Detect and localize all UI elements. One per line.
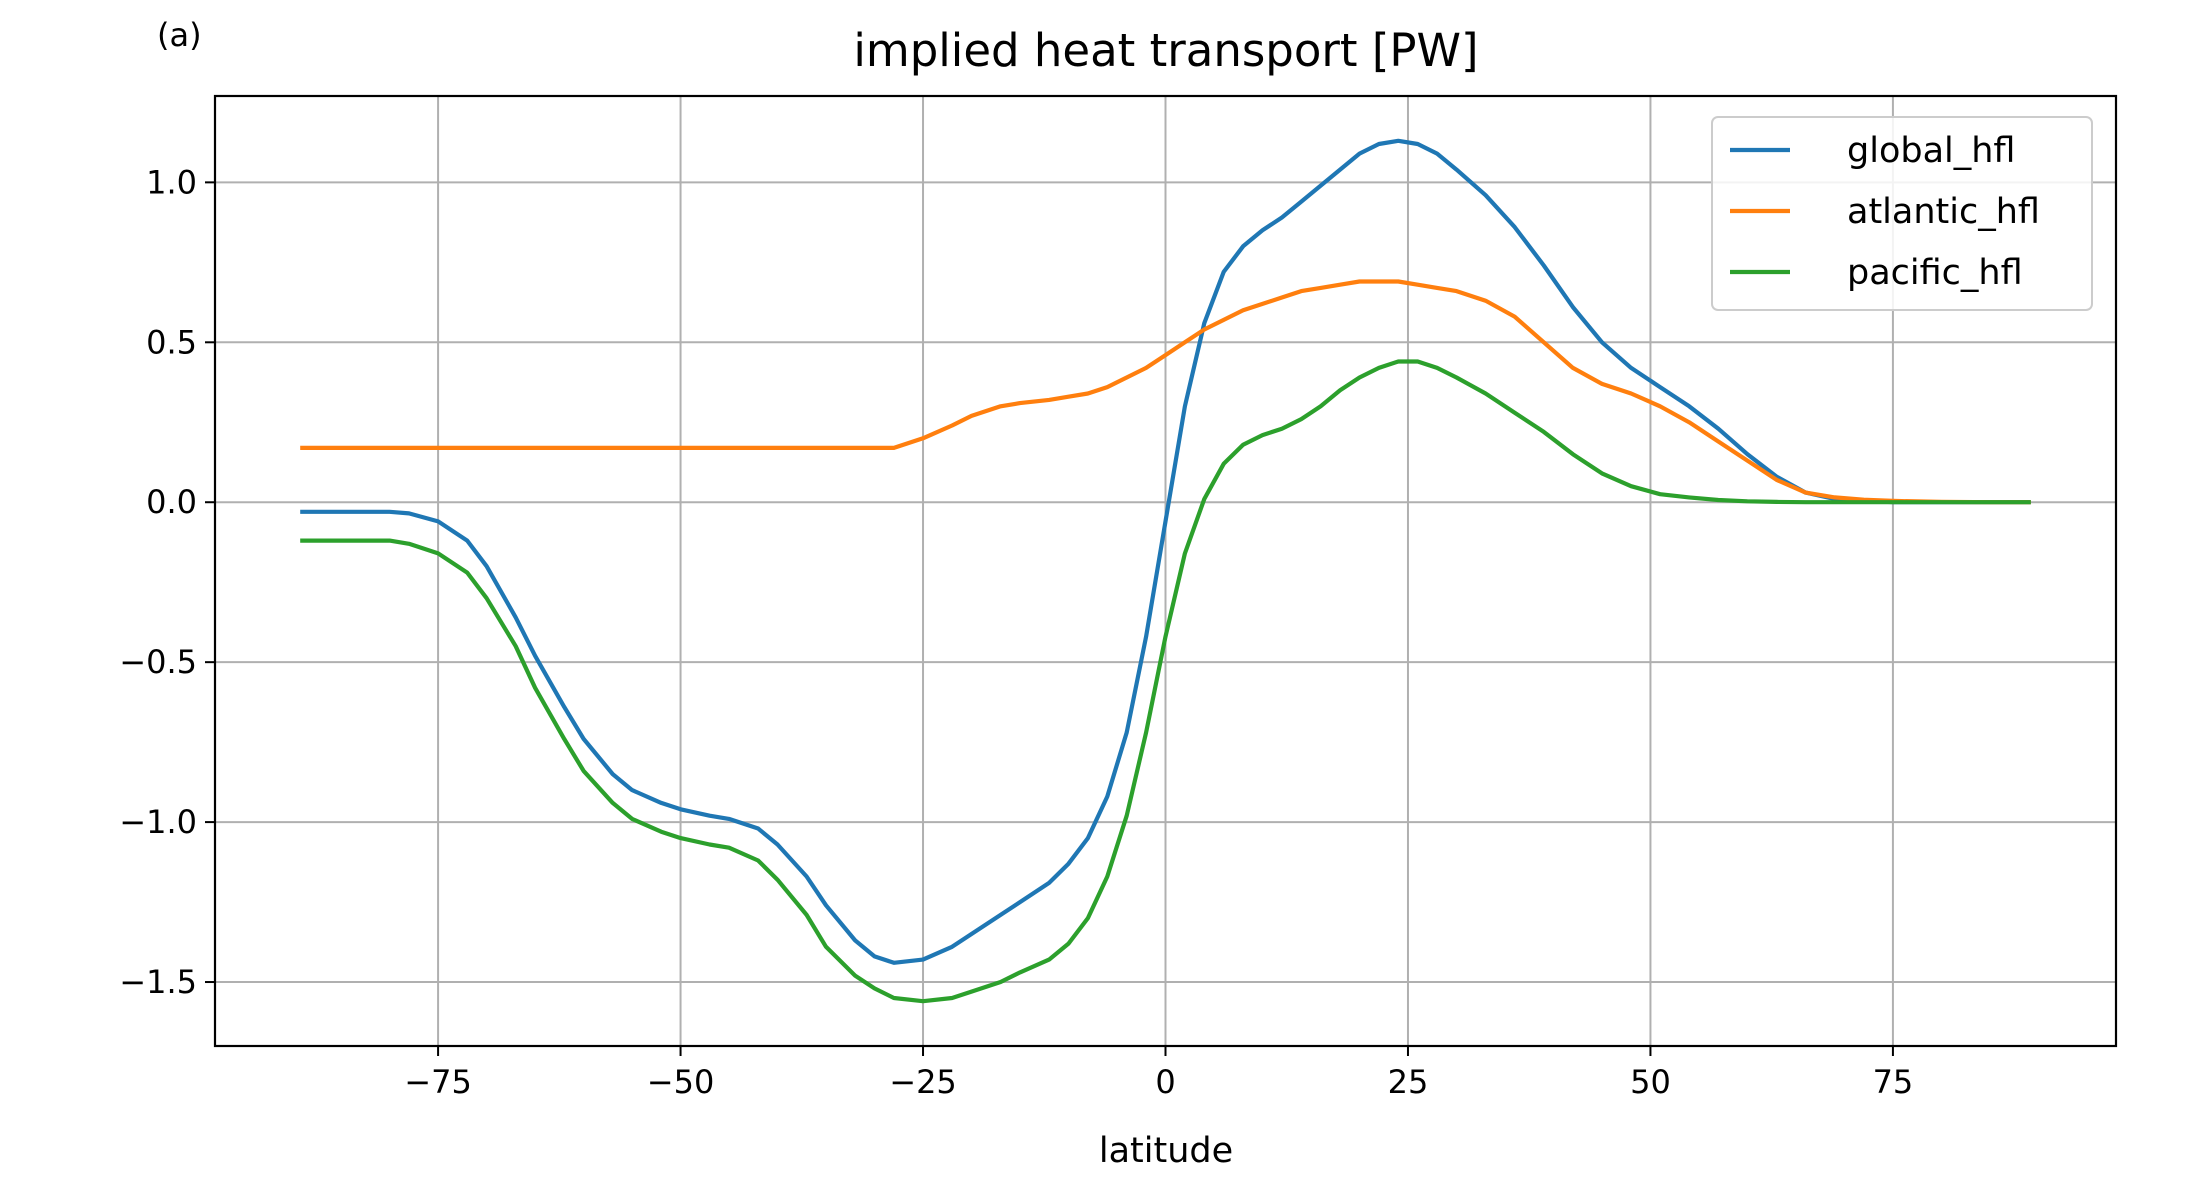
x-tick-label: −50	[647, 1063, 715, 1101]
chart-title: implied heat transport [PW]	[853, 24, 1478, 77]
x-tick-label: −75	[404, 1063, 472, 1101]
atlantic_hfl-line	[300, 279, 2031, 505]
y-tick-label: −1.0	[119, 803, 197, 841]
legend: global_hfl atlantic_hfl pacific_hfl	[1711, 116, 2093, 311]
legend-box	[1711, 116, 2093, 311]
legend-label: global_hfl	[1847, 131, 2015, 171]
y-tick-label: 0.0	[146, 483, 197, 521]
y-tick-label: 0.5	[146, 323, 197, 361]
legend-label: pacific_hfl	[1847, 253, 2023, 293]
axis-ticks: −75 −50 −25 0 25 50 75 −1.5 −1.0 −0.5 0.0 0.5 1.0	[119, 163, 1913, 1101]
x-tick-label: 25	[1388, 1063, 1429, 1101]
x-tick-label: −25	[889, 1063, 957, 1101]
x-tick-label: 75	[1873, 1063, 1914, 1101]
x-tick-label: 50	[1630, 1063, 1671, 1101]
series-lines	[300, 138, 2031, 1004]
y-tick-label: −0.5	[119, 643, 197, 681]
legend-label: atlantic_hfl	[1847, 192, 2040, 232]
x-tick-label: 0	[1155, 1063, 1175, 1101]
global_hfl-line	[300, 138, 2031, 965]
y-tick-label: 1.0	[146, 163, 197, 201]
y-tick-label: −1.5	[119, 963, 197, 1001]
x-axis-title: latitude	[1099, 1131, 1233, 1171]
panel-label: (a)	[157, 16, 202, 54]
pacific_hfl-line	[300, 359, 2031, 1004]
